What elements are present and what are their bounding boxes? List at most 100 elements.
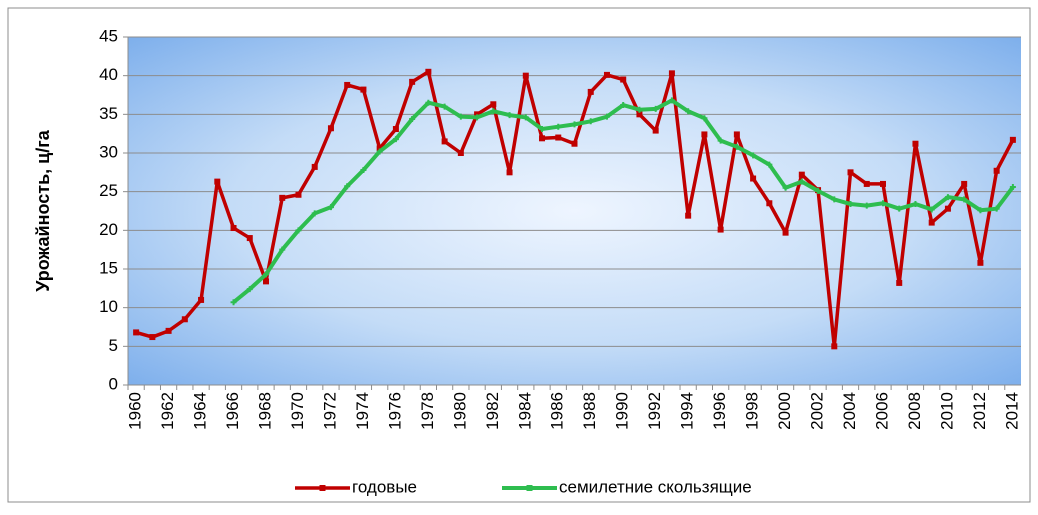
y-tick-label: 20: [99, 220, 118, 239]
y-axis-label: Урожайность, ц/га: [33, 129, 53, 291]
x-tick-label: 1986: [548, 392, 567, 430]
point-marker: [214, 178, 221, 185]
point-marker: [409, 115, 416, 122]
point-marker: [717, 226, 724, 233]
point-marker: [311, 210, 318, 217]
x-tick-label: 2010: [937, 392, 956, 430]
point-marker: [360, 86, 367, 93]
point-marker: [928, 206, 935, 213]
point-marker: [782, 184, 789, 191]
point-marker: [847, 201, 854, 208]
x-tick-label: 1988: [580, 392, 599, 430]
x-tick-label: 1982: [483, 392, 502, 430]
point-marker: [360, 167, 367, 174]
point-marker: [912, 201, 919, 208]
point-marker: [246, 286, 253, 293]
y-tick-label: 35: [99, 104, 118, 123]
point-marker: [733, 131, 740, 138]
point-marker: [652, 127, 659, 134]
point-marker: [863, 180, 870, 187]
point-marker: [685, 212, 692, 219]
point-marker: [490, 108, 497, 115]
point-marker: [344, 81, 351, 88]
point-marker: [993, 167, 1000, 174]
point-marker: [279, 194, 286, 201]
x-tick-label: 1964: [191, 392, 210, 430]
point-marker: [1009, 184, 1016, 191]
point-marker: [376, 145, 383, 152]
x-tick-label: 2012: [970, 392, 989, 430]
x-tick-label: 1974: [353, 392, 372, 430]
point-marker: [977, 207, 984, 214]
y-tick-label: 5: [109, 336, 118, 355]
point-marker: [263, 271, 270, 278]
point-marker: [587, 118, 594, 125]
point-marker: [376, 148, 383, 155]
x-tick-label: 1992: [645, 392, 664, 430]
x-tick-label: 2002: [808, 392, 827, 430]
point-marker: [474, 111, 481, 118]
point-marker: [961, 180, 968, 187]
point-marker: [279, 246, 286, 253]
point-marker: [944, 205, 951, 212]
x-tick-label: 1990: [613, 392, 632, 430]
point-marker: [457, 150, 464, 156]
x-tick-label: 2008: [905, 392, 924, 430]
point-marker: [555, 134, 562, 141]
point-marker: [766, 200, 773, 207]
point-marker: [831, 343, 838, 350]
point-marker: [944, 194, 951, 201]
point-marker: [149, 334, 156, 341]
y-tick-label: 45: [99, 26, 118, 45]
point-marker: [879, 200, 886, 207]
legend-marker: [526, 485, 533, 491]
x-tick-label: 1978: [418, 392, 437, 430]
x-tick-label: 1970: [288, 392, 307, 430]
x-tick-label: 1968: [255, 392, 274, 430]
point-marker: [457, 113, 464, 120]
x-tick-label: 1972: [320, 392, 339, 430]
point-marker: [782, 229, 789, 236]
point-marker: [636, 111, 643, 118]
point-marker: [701, 131, 708, 138]
point-marker: [571, 140, 578, 147]
point-marker: [815, 187, 822, 194]
x-tick-label: 1980: [450, 392, 469, 430]
point-marker: [230, 299, 237, 306]
point-marker: [441, 138, 448, 145]
x-tick-label: 1976: [385, 392, 404, 430]
point-marker: [750, 175, 757, 182]
point-marker: [912, 140, 919, 147]
point-marker: [620, 102, 627, 109]
x-tick-label: 1998: [743, 392, 762, 430]
point-marker: [522, 72, 529, 79]
point-marker: [1009, 136, 1016, 143]
point-marker: [311, 163, 318, 170]
y-tick-label: 10: [99, 297, 118, 316]
point-marker: [636, 106, 643, 113]
point-marker: [847, 169, 854, 176]
legend-label: годовые: [352, 477, 417, 496]
legend-marker: [319, 485, 326, 491]
point-marker: [181, 316, 188, 323]
point-marker: [685, 108, 692, 115]
point-marker: [441, 103, 448, 110]
point-marker: [701, 115, 708, 122]
point-marker: [961, 196, 968, 203]
point-marker: [603, 113, 610, 120]
point-marker: [327, 204, 334, 211]
point-marker: [230, 225, 237, 232]
point-marker: [246, 235, 253, 242]
plot-area: [128, 37, 1021, 385]
y-tick-label: 25: [99, 181, 118, 200]
y-tick-label: 0: [109, 374, 118, 393]
x-tick-label: 2000: [775, 392, 794, 430]
point-marker: [198, 296, 205, 303]
y-tick-label: 15: [99, 258, 118, 277]
point-marker: [490, 101, 497, 108]
point-marker: [425, 68, 432, 75]
y-tick-label: 40: [99, 65, 118, 84]
x-tick-label: 1960: [126, 392, 145, 430]
point-marker: [750, 152, 757, 159]
point-marker: [993, 205, 1000, 212]
